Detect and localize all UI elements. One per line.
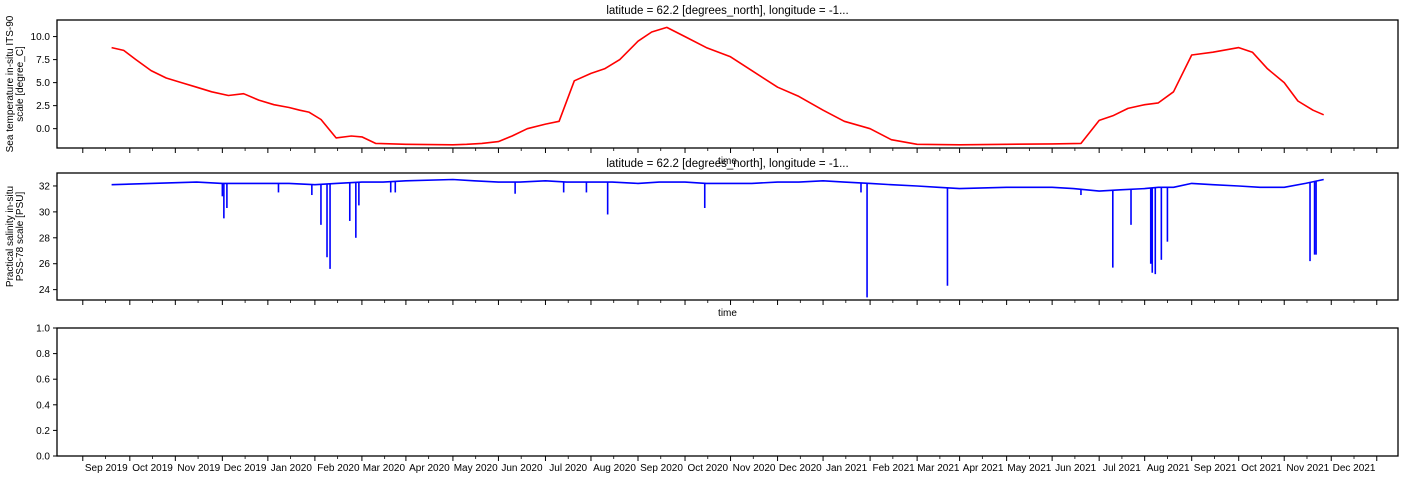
axes-title: latitude = 62.2 [degrees_north], longitu…: [606, 158, 848, 170]
x-tick-label: Dec 2021: [1333, 463, 1376, 474]
x-tick-label: Oct 2020: [687, 463, 728, 474]
y-tick-label: 1.0: [36, 324, 50, 335]
y-tick-label: 0.4: [36, 400, 50, 411]
x-tick-label: Oct 2019: [132, 463, 173, 474]
x-tick-label: Mar 2020: [363, 463, 406, 474]
x-tick-label: Feb 2021: [872, 463, 915, 474]
y-axis-label: scale [degree_C]: [15, 46, 26, 122]
x-tick-label: Apr 2021: [963, 463, 1004, 474]
x-tick-label: Apr 2020: [409, 463, 450, 474]
x-tick-label: Jun 2021: [1055, 463, 1097, 474]
x-tick-label: Jun 2020: [501, 463, 543, 474]
y-axis-label: Sea temperature in-situ ITS-90: [5, 15, 16, 152]
x-tick-label: Jan 2020: [271, 463, 313, 474]
x-tick-label: May 2021: [1007, 463, 1051, 474]
axes-frame: [56, 19, 1399, 149]
x-tick-label: Sep 2021: [1194, 463, 1237, 474]
x-axis-label: time: [718, 156, 737, 167]
x-axis-label: time: [718, 308, 737, 319]
series-line-2-1: [111, 178, 1324, 192]
x-tick-label: Jul 2021: [1103, 463, 1141, 474]
x-tick-label: Dec 2019: [224, 463, 267, 474]
y-tick-label: 26: [39, 259, 51, 270]
x-tick-label: Mar 2021: [917, 463, 960, 474]
y-tick-label: 30: [39, 207, 51, 218]
x-tick-label: May 2020: [454, 463, 498, 474]
y-tick-label: 5.0: [36, 78, 50, 89]
x-tick-label: Nov 2021: [1286, 463, 1329, 474]
y-axis-label: PSS-78 scale [PSU]: [15, 192, 26, 282]
y-tick-label: 7.5: [36, 55, 50, 66]
axes-frame: [56, 327, 1399, 457]
x-tick-label: Nov 2020: [733, 463, 776, 474]
x-tick-label: Sep 2019: [85, 463, 128, 474]
y-tick-label: 24: [39, 285, 51, 296]
y-tick-label: 0.6: [36, 375, 50, 386]
axes-panel-3: 0.0 0.2 0.4 0.6 0.8 1.0 Sep 2019 Oct 2019 Nov 20…: [36, 324, 1399, 474]
y-tick-label: 2.5: [36, 101, 50, 112]
x-tick-label: Jul 2020: [549, 463, 587, 474]
y-tick-label: 28: [39, 233, 51, 244]
axes-panel-1: 0.0 2.5 5.0 7.5 10.0 latitude = 62.2 [degrees…: [5, 5, 1399, 167]
y-axis-label: Practical salinity in-situ: [5, 186, 16, 287]
x-tick-label: Sep 2020: [640, 463, 683, 474]
axes-title: latitude = 62.2 [degrees_north], longitu…: [606, 5, 848, 17]
x-tick-label: Aug 2021: [1147, 463, 1190, 474]
y-tick-label: 32: [39, 181, 51, 192]
x-tick-label: Feb 2020: [317, 463, 360, 474]
x-tick-label: Jan 2021: [826, 463, 868, 474]
x-tick-label: Nov 2019: [177, 463, 220, 474]
y-tick-label: 0.0: [36, 124, 50, 135]
x-tick-label: Aug 2020: [593, 463, 636, 474]
y-tick-label: 0.2: [36, 426, 50, 437]
y-tick-label: 0.8: [36, 349, 50, 360]
x-tick-label: Oct 2021: [1241, 463, 1282, 474]
y-tick-label: 0.0: [36, 452, 50, 463]
y-tick-label: 10.0: [31, 32, 51, 43]
series-line-1-1: [111, 26, 1325, 146]
axes-frame: [56, 172, 1399, 301]
axes-panel-2: 24 26 28 30 32 latitude = 62.2 [degrees_north…: [5, 158, 1399, 319]
x-tick-label: Dec 2020: [779, 463, 822, 474]
